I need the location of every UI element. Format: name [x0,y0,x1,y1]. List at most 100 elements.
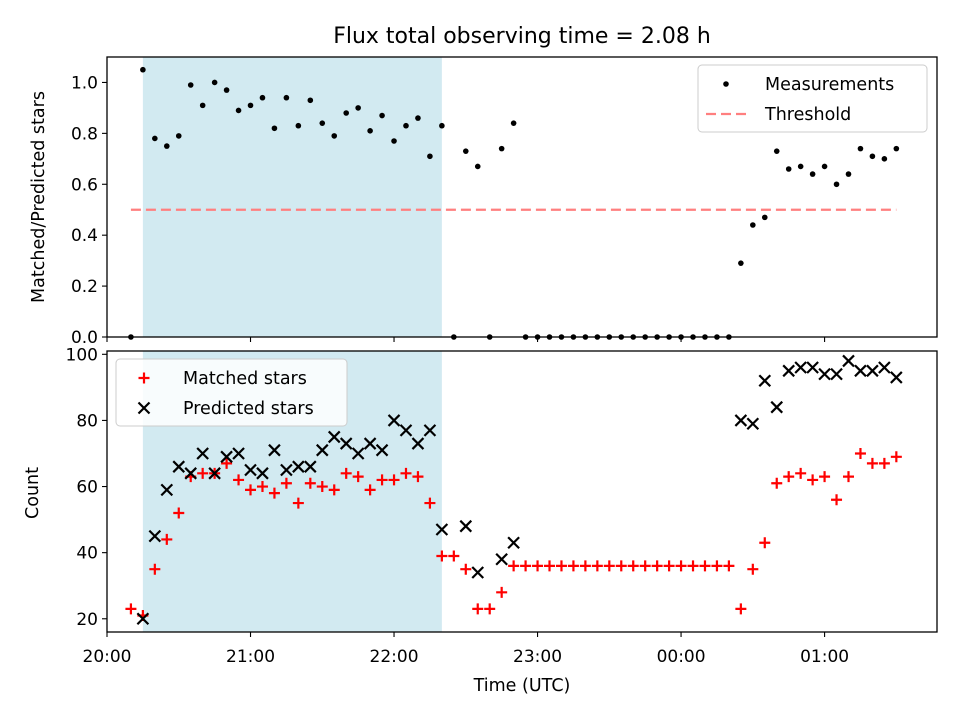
measurement-point [343,110,349,116]
measurement-point [391,138,397,144]
measurement-point [140,66,146,73]
matched-stars-point [496,586,508,598]
predicted-stars-point [160,483,174,497]
predicted-stars-point [471,566,485,579]
y-tick-label: 80 [76,411,98,431]
measurement-point [235,107,242,114]
measurement-point [510,120,517,126]
predicted-stars-point [292,460,305,473]
measurement-point [187,82,194,88]
matched-stars-point [197,467,209,479]
matched-stars-point [866,457,878,469]
predicted-stars-point [208,467,221,480]
matched-stars-point [149,563,161,575]
matched-stars-point [436,550,448,562]
predicted-stars-point [375,443,389,457]
measurement-point [307,97,314,104]
matched-stars-point [711,560,723,572]
legend: Measurements Threshold [697,64,928,133]
matched-stars-point [639,560,651,572]
matched-stars-point [472,603,484,615]
series-matched-stars [125,447,902,621]
legend-marker-x [137,401,151,415]
matched-stars-point [256,481,268,493]
top-y-axis-label: Matched/Predicted stars [29,91,49,303]
predicted-stars-point [196,447,209,460]
y-tick-label: 0.0 [71,328,98,348]
matched-stars-point [376,474,388,486]
predicted-stars-point [818,367,831,381]
x-tick-label: 21:00 [226,647,275,667]
predicted-stars-point [507,536,520,550]
matched-stars-point [161,533,173,545]
matched-stars-point [783,471,795,483]
matched-stars-point [424,497,436,509]
matched-stars-point [268,487,280,499]
measurement-point [319,120,326,126]
matched-stars-point [555,560,567,572]
predicted-stars-point [280,463,293,477]
series-predicted-stars [136,354,903,626]
predicted-stars-point [435,523,449,536]
predicted-stars-point [423,424,437,437]
matched-stars-point [878,457,890,469]
predicted-stars-point [866,364,879,378]
matched-stars-point [699,560,711,572]
predicted-stars-point [363,437,377,450]
predicted-stars-point [268,443,281,457]
predicted-stars-point [232,447,245,460]
matched-stars-point [340,467,352,479]
legend-box [115,358,348,427]
legend: Matched stars Predicted stars [115,358,348,427]
y-tick-label: 40 [76,544,98,564]
predicted-stars-point [172,460,186,473]
predicted-stars-point [327,430,341,444]
matched-stars-point [890,451,902,463]
matched-stars-point [651,560,663,572]
matched-stars-point [508,560,520,572]
measurement-point [427,153,433,160]
legend-label: Matched stars [183,369,307,389]
legend-label: Threshold [764,105,851,125]
matched-stars-point [316,481,328,493]
predicted-stars-point [220,450,233,464]
predicted-stars-point [315,443,329,457]
legend-marker-plus [138,372,150,384]
predicted-stars-point [399,424,413,437]
predicted-stars-point [256,467,269,480]
measurement-point [152,135,158,142]
predicted-stars-point [387,414,401,427]
x-tick-label: 20:00 [83,647,132,667]
matched-stars-point [532,560,544,572]
matched-stars-point [795,467,807,479]
matched-stars-point [484,603,496,615]
predicted-stars-point [830,367,843,381]
predicted-stars-point [304,460,317,473]
measurement-point [474,163,481,170]
matched-stars-point [675,560,687,572]
matched-stars-point [400,467,412,479]
legend-box [697,64,928,133]
legend-marker-dot [723,81,729,87]
measurement-point [857,145,864,152]
measurement-point [367,128,373,134]
predicted-stars-point [734,414,748,427]
measurement-point [199,102,206,109]
measurement-point [750,222,756,228]
predicted-stars-point [148,529,162,543]
matched-stars-point [280,477,292,489]
predicted-stars-point [758,374,772,388]
measurement-point [259,94,266,101]
measurement-point [295,122,302,129]
predicted-stars-point [244,463,257,477]
predicted-stars-point [495,552,508,566]
predicted-stars-point [878,361,891,374]
measurement-point [271,125,278,132]
matched-stars-point [364,484,376,496]
y-tick-label: 0.2 [71,277,98,297]
predicted-stars-point [842,354,855,368]
y-tick-label: 0.4 [71,226,98,246]
measurement-point [738,260,744,266]
matched-stars-point [292,497,304,509]
measurement-point [881,156,888,162]
